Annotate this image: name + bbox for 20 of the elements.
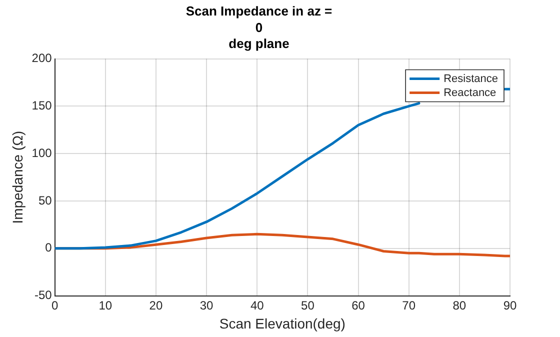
y-tick-label: 200 [32, 51, 52, 66]
legend-label: Resistance [444, 72, 498, 85]
x-axis-title: Scan Elevation(deg) [219, 315, 346, 332]
x-tick-label: 90 [503, 298, 517, 312]
x-tick-label: 30 [200, 298, 214, 312]
x-tick-label: 20 [149, 298, 163, 312]
legend-label: Reactance [444, 86, 496, 99]
chart-title: Scan Impedance in az = 0 deg plane [186, 4, 333, 52]
y-tick-label: 150 [32, 98, 52, 112]
y-tick-label: 100 [32, 146, 52, 160]
y-tick-label: 0 [45, 240, 52, 255]
x-tick-label: 70 [402, 298, 416, 312]
y-tick-label: 50 [38, 193, 52, 208]
y-axis-title: Impedance (Ω) [9, 130, 26, 224]
x-tick-label: 40 [250, 298, 264, 312]
x-tick-label: 60 [352, 298, 366, 312]
x-tick-label: 80 [452, 298, 466, 312]
y-tick-label: -50 [34, 288, 52, 302]
x-tick-label: 10 [98, 298, 112, 312]
x-tick-label: 50 [301, 298, 315, 312]
